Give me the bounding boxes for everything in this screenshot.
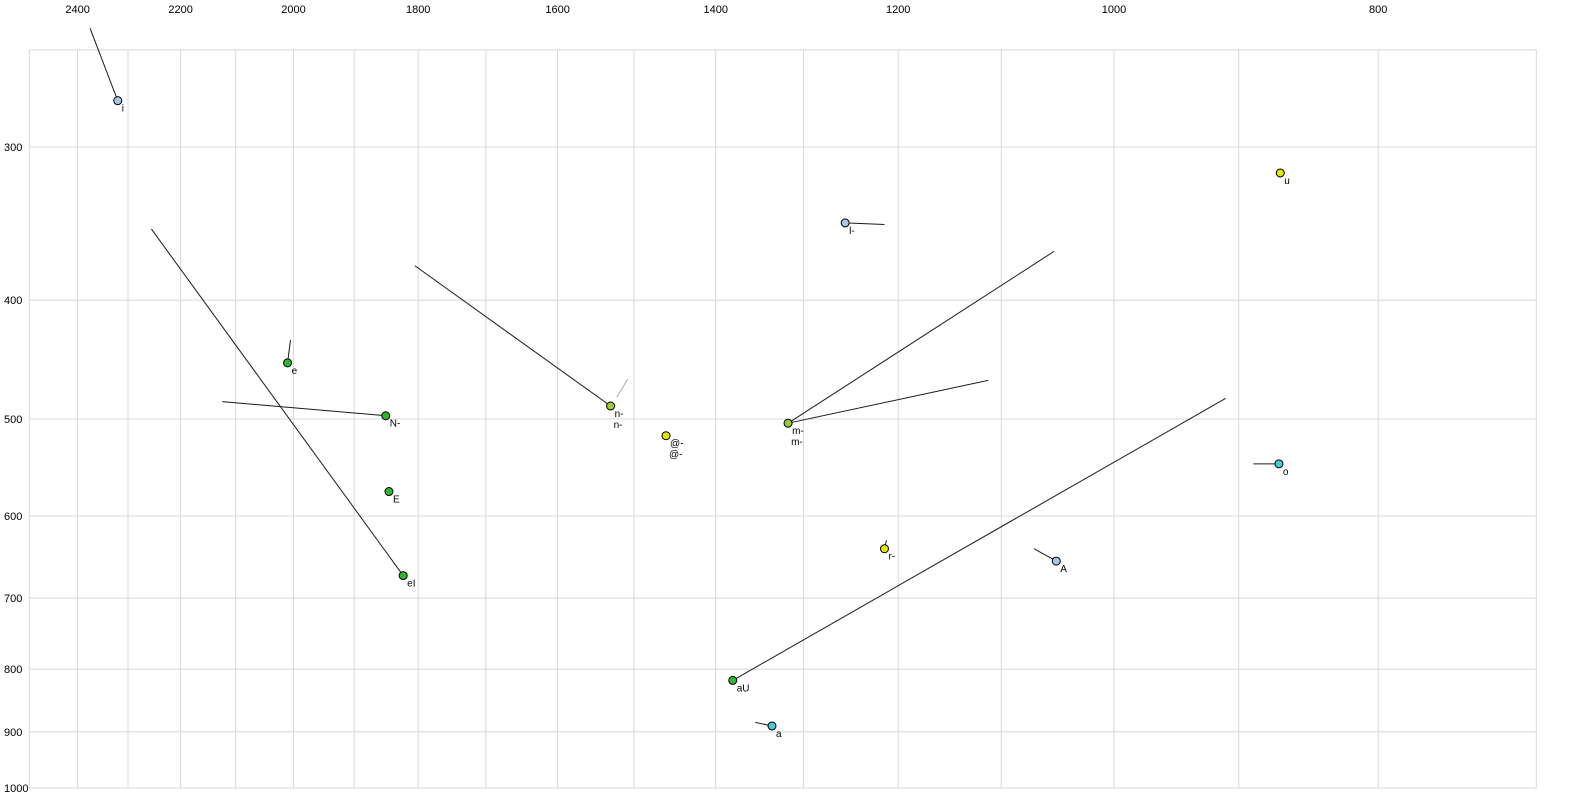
x-tick-label: 1200 (886, 4, 910, 16)
y-tick-label: 400 (4, 295, 22, 307)
formant-vector (845, 222, 885, 225)
data-point (728, 675, 738, 685)
data-point (1275, 168, 1285, 178)
y-tick-label: 300 (4, 142, 22, 154)
x-tick-label: 1600 (545, 4, 569, 16)
y-tick-label: 800 (4, 664, 22, 676)
extra-segment (616, 378, 629, 398)
x-tick-label: 2000 (281, 4, 305, 16)
data-point (879, 544, 889, 554)
x-tick-label: 1400 (703, 4, 727, 16)
x-tick-label: 1000 (1102, 4, 1126, 16)
data-point (661, 431, 671, 441)
formant-vector (89, 27, 119, 101)
data-point (113, 96, 123, 106)
x-tick-label: 2400 (65, 4, 89, 16)
x-tick-label: 800 (1369, 4, 1387, 16)
data-point (767, 721, 777, 731)
data-point (783, 418, 793, 428)
point-label: E (393, 495, 400, 506)
y-tick-label: 600 (4, 511, 22, 523)
formant-vector (150, 228, 404, 576)
data-point (840, 218, 850, 228)
x-tick-label: 1800 (406, 4, 430, 16)
data-point (398, 571, 408, 581)
point-label: r- (888, 552, 895, 563)
data-point (1274, 459, 1284, 469)
point-label: eI (407, 579, 415, 590)
x-tick-label: 2200 (168, 4, 192, 16)
point-label: A (1060, 564, 1067, 575)
point-label: @- (669, 450, 682, 461)
data-point (381, 411, 391, 421)
point-label: o (1283, 467, 1289, 478)
point-label: aU (737, 683, 750, 694)
formant-vector (787, 379, 989, 424)
point-label: e (292, 366, 298, 377)
data-point (283, 358, 293, 368)
formant-vector (732, 397, 1226, 681)
point-label: l- (849, 226, 855, 237)
y-tick-label: 900 (4, 727, 22, 739)
data-point (606, 401, 616, 411)
point-label: n- (614, 420, 623, 431)
point-label-ghost: n- (615, 409, 624, 420)
data-point (384, 487, 394, 497)
point-label: u (1284, 176, 1290, 187)
point-label: m- (791, 437, 803, 448)
y-tick-label: 1000 (4, 783, 28, 795)
point-label: a (776, 729, 782, 740)
data-point (1051, 556, 1061, 566)
point-label: i (122, 104, 124, 115)
formant-vector (414, 265, 611, 407)
point-label-ghost: m- (792, 426, 804, 437)
y-tick-label: 700 (4, 593, 22, 605)
point-label-ghost: @- (670, 439, 683, 450)
y-tick-label: 500 (4, 414, 22, 426)
formant-vector (787, 250, 1055, 424)
formant-vector (222, 401, 386, 417)
point-label: N- (390, 419, 401, 430)
